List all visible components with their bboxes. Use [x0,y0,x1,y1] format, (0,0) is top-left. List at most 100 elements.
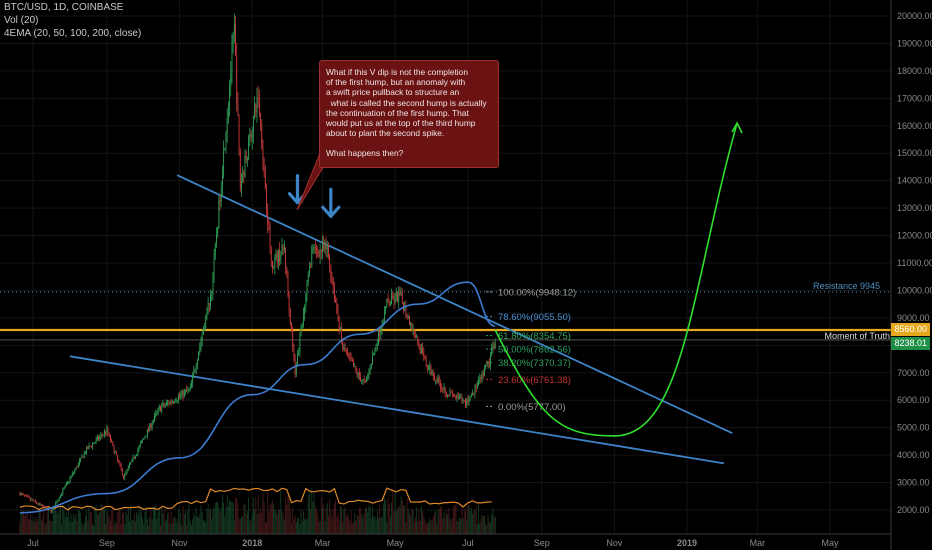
price-axis[interactable]: 2000.00 3000.00 4000.00 5000.00 6000.00 7000.… [890,0,932,550]
candle-body [77,463,79,468]
candle-body [292,331,294,349]
volume-bar [204,520,205,534]
candle-body [46,507,48,510]
volume-bar [354,512,356,534]
volume-bar [298,518,300,534]
volume-bar [466,519,468,534]
candle-body [152,420,154,424]
candle-body [257,97,259,99]
candle-body [445,393,447,396]
volume-indicator-label[interactable]: Vol (20) [4,15,39,26]
volume-bar [58,510,60,534]
fib-label: 100.00%(9948.12) [498,287,576,298]
candle-body [235,23,236,56]
candle-body [154,415,155,421]
volume-bar [292,507,294,534]
candle-body [112,441,114,446]
price-axis-background [891,0,932,550]
candle-body [111,440,113,442]
candle-body [207,303,209,310]
volume-bar [219,512,221,534]
volume-bar [188,504,190,534]
volume-bar [98,515,99,534]
time-tick-label: Jul [27,538,39,548]
price-tick-label: 18000.00 [897,66,932,76]
price-tick-label: 9000.00 [897,313,930,323]
candle-body [440,382,441,388]
candle-body [243,172,245,177]
candle-body [34,500,36,502]
volume-bar [61,525,63,534]
volume-bar [120,523,122,534]
candle-body [448,394,450,396]
volume-bar [285,498,286,534]
candle-body [435,379,437,381]
volume-bar [418,509,420,534]
candle-body [472,393,474,395]
volume-bar [431,520,433,534]
volume-bar [74,518,76,534]
candle-body [436,379,438,382]
symbol-title[interactable]: BTC/USD, 1D, COINBASE [4,2,124,13]
volume-bar [474,510,476,534]
candle-body [486,365,488,366]
candle-body [99,436,101,440]
volume-bar [183,514,185,534]
candle-body [364,379,366,381]
volume-bar [43,507,45,534]
candle-body [430,366,432,375]
candle-body [336,302,338,311]
volume-bar [267,491,269,534]
volume-bar [405,521,407,534]
candle-body [220,188,222,203]
volume-bar [273,504,275,534]
volume-bar [100,504,102,534]
volume-bar [397,508,398,534]
candle-body [68,481,70,483]
candle-body [225,133,227,150]
volume-bar [195,507,197,534]
candle-body [40,504,42,506]
candle-body [145,435,147,437]
volume-bar [264,522,266,534]
volume-bar [326,503,328,534]
volume-bar [89,512,91,534]
candle-body [463,400,465,402]
candle-body [276,252,278,263]
volume-bar [256,514,258,534]
volume-bar [470,507,472,534]
candle-body [69,477,71,482]
candle-body [164,404,166,406]
candle-body [285,247,286,267]
candle-body [388,301,390,306]
volume-bar [345,516,347,534]
time-tick-label: 2019 [677,538,697,548]
volume-bar [24,515,26,534]
candle-body [417,337,419,345]
candle-body [354,365,356,367]
volume-bar [343,508,345,534]
candle-body [158,406,160,409]
annotation-callout[interactable]: What if this V dip is not the completion… [319,60,499,168]
candle-body [395,294,397,296]
ema-indicator-label[interactable]: 4EMA (20, 50, 100, 200, close) [4,28,142,39]
volume-bar [294,514,296,534]
candle-body [397,294,398,303]
volume-bar [482,516,484,534]
candle-body [375,345,377,348]
volume-bar [430,520,432,534]
fib-label: 0.00%(5777.00) [498,402,566,413]
candle-body [337,310,339,319]
volume-bar [46,505,48,534]
candle-body [385,306,387,312]
volume-bar [193,512,195,534]
time-axis[interactable]: Jul Sep Nov 2018 Mar May Jul Sep Nov 2019 Mar May [0,533,891,548]
volume-bar [249,520,251,534]
candle-body [401,293,403,303]
candle-body [199,346,201,353]
candle-body [425,357,427,366]
volume-bar [388,503,390,534]
volume-bar [192,519,194,534]
candle-body [250,134,252,139]
volume-bar [367,512,369,534]
